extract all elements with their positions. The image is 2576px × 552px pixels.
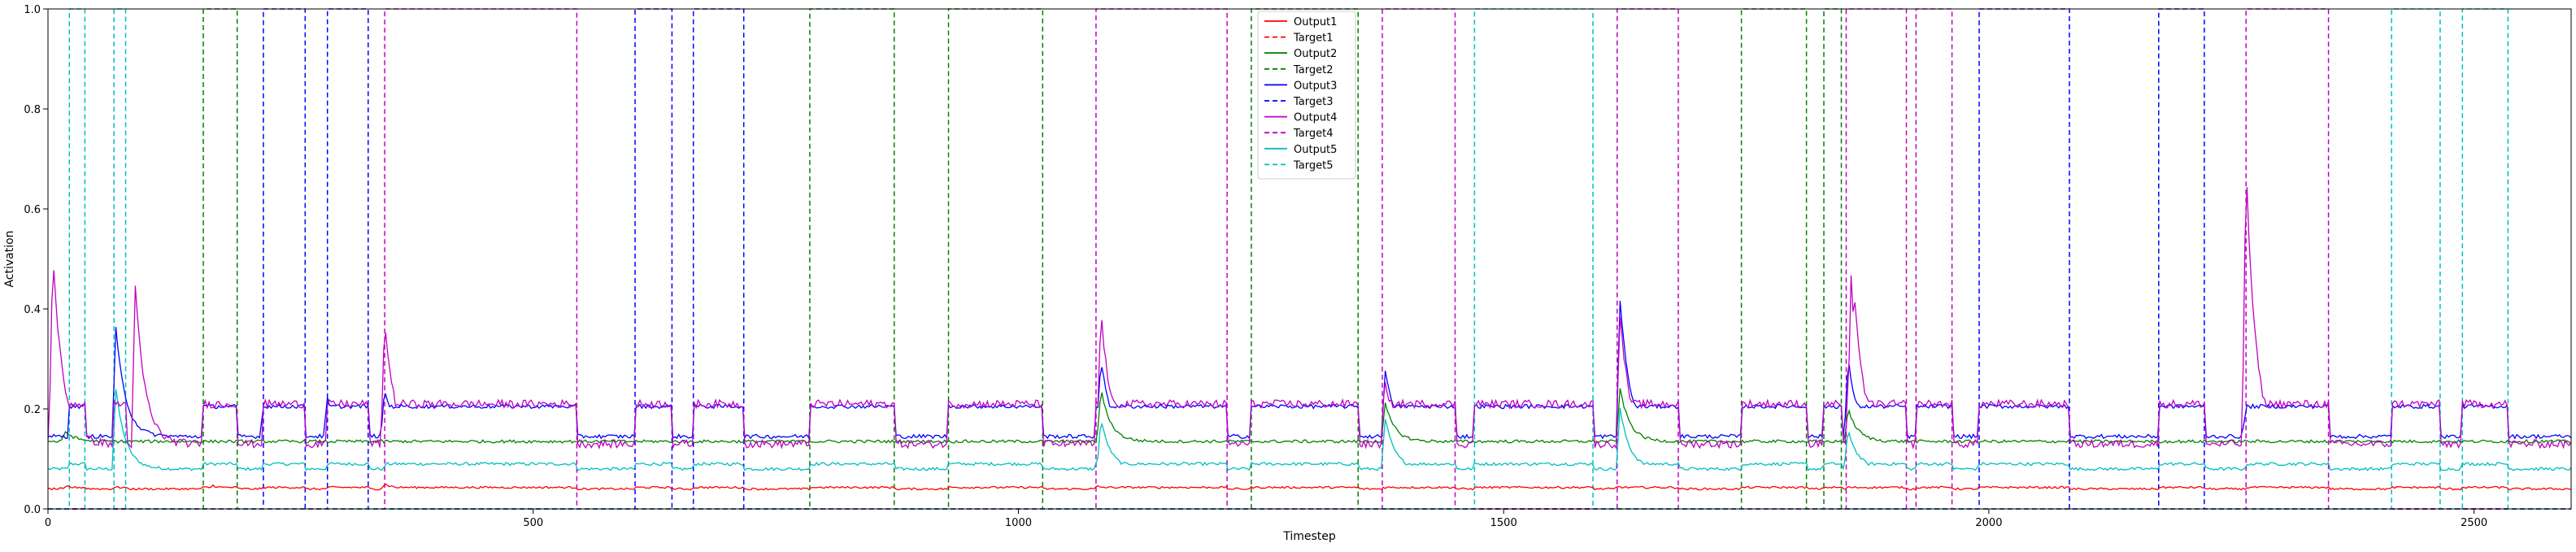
x-tick-label: 2000: [1975, 517, 2002, 529]
y-tick-label: 0.2: [24, 404, 41, 416]
output1-line: [48, 483, 2571, 491]
legend-label: Output3: [1294, 80, 1337, 92]
x-tick-label: 2500: [2461, 517, 2487, 529]
plot-frame: [47, 8, 2572, 510]
output2-line: [48, 388, 2571, 444]
legend-label: Target3: [1293, 96, 1334, 108]
y-tick-label: 0.6: [24, 204, 41, 216]
legend-label: Output2: [1294, 48, 1337, 60]
legend-label: Output1: [1294, 16, 1337, 28]
x-tick-label: 500: [523, 517, 543, 529]
y-tick-label: 1.0: [24, 4, 41, 16]
legend-label: Target4: [1293, 128, 1334, 140]
y-axis-label: Activation: [3, 230, 16, 287]
x-axis-label: Timestep: [1282, 530, 1336, 543]
y-tick-label: 0.8: [24, 104, 41, 116]
output5-line: [48, 389, 2571, 472]
x-tick-label: 1500: [1490, 517, 1517, 529]
legend-label: Target2: [1293, 64, 1334, 76]
y-axis: 0.0 0.2 0.4 0.6 0.8 1.0: [24, 4, 48, 516]
legend-label: Target1: [1293, 33, 1334, 45]
output4-line: [48, 187, 2571, 450]
y-tick-label: 0.0: [24, 504, 41, 516]
legend-label: Output4: [1294, 112, 1337, 124]
x-tick-label: 1000: [1005, 517, 1032, 529]
output3-line: [48, 300, 2571, 440]
legend: Output1 Target1 Output2 Target2 Output3 Targe…: [1257, 11, 1356, 180]
legend-label: Output5: [1294, 144, 1337, 156]
y-tick-label: 0.4: [24, 304, 41, 316]
x-tick-label: 0: [45, 517, 51, 529]
legend-label: Target5: [1293, 159, 1334, 172]
x-axis: 0 500 1000 1500 2000 2500: [45, 509, 2487, 529]
